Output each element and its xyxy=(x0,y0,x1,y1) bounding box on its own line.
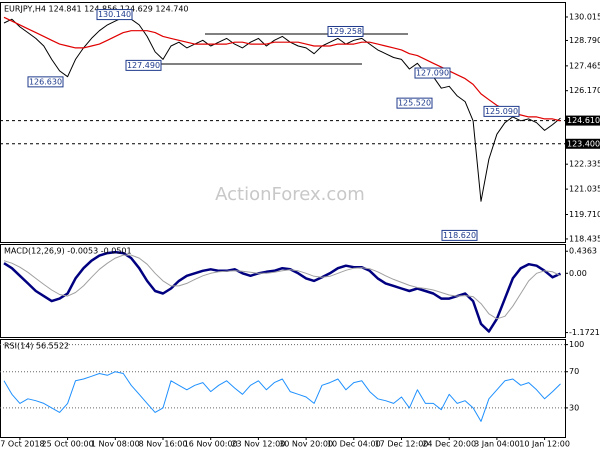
watermark: ActionForex.com xyxy=(215,184,365,205)
y-tick-label: 128.790 xyxy=(569,36,600,45)
annotation-box xyxy=(125,59,162,71)
y-tick-label: 119.710 xyxy=(569,210,600,219)
x-tick-label: 10 Dec 04:00 xyxy=(327,440,381,449)
price-marker-box xyxy=(565,138,600,149)
y-tick-label: 122.335 xyxy=(569,160,600,169)
panel-title: EURJPY,H4 124.841 124.856 124.629 124.74… xyxy=(4,5,189,14)
annotation-box xyxy=(96,9,133,21)
macd-panel-frame xyxy=(0,244,566,338)
series-line xyxy=(3,16,561,122)
y-tick-label: 0.4363 xyxy=(569,247,597,256)
annotation-box xyxy=(327,25,364,37)
annotation-box xyxy=(27,76,64,88)
annotation-label: 125.520 xyxy=(398,99,431,108)
annotation-box xyxy=(441,229,478,241)
y-tick-label: 130.015 xyxy=(569,12,600,21)
series-line xyxy=(3,371,561,422)
annotation-box xyxy=(414,67,451,79)
x-tick-label: 16 Nov 00:00 xyxy=(184,440,238,449)
x-tick-label: 24 Dec 20:00 xyxy=(422,440,476,449)
annotation-label: 126.630 xyxy=(29,77,62,86)
y-tick-label: 100 xyxy=(569,340,584,349)
panel: ActionForex.com xyxy=(0,16,565,205)
panel xyxy=(0,344,565,422)
price-marker-box xyxy=(565,115,600,126)
panel xyxy=(3,250,562,333)
x-tick-label: 8 Nov 16:00 xyxy=(139,440,188,449)
x-tick-label: 25 Oct 00:00 xyxy=(42,440,94,449)
annotation-label: 129.258 xyxy=(329,27,362,36)
y-tick-label: 30 xyxy=(569,403,579,412)
y-tick-label: 127.465 xyxy=(569,61,600,70)
x-tick-label: 30 Nov 20:00 xyxy=(279,440,333,449)
y-tick-label: 121.035 xyxy=(569,185,600,194)
annotation-label: 127.090 xyxy=(416,69,449,78)
annotation-label: 125.090 xyxy=(485,107,518,116)
y-tick-label: 0.00 xyxy=(569,269,587,278)
series-line xyxy=(3,254,561,320)
annotation-label: 118.620 xyxy=(443,231,476,240)
y-tick-label: 118.435 xyxy=(569,234,600,243)
price-marker-label: 123.400 xyxy=(567,139,600,148)
annotation-label: 127.490 xyxy=(127,61,160,70)
y-tick-label: 126.170 xyxy=(569,86,600,95)
series-line xyxy=(3,16,561,202)
y-tick-label: -1.1721 xyxy=(569,328,600,337)
x-tick-label: 17 Oct 2018 xyxy=(0,440,45,449)
x-tick-label: 1 Nov 08:00 xyxy=(91,440,140,449)
x-tick-label: 17 Dec 12:00 xyxy=(375,440,429,449)
annotation-label: 130.140 xyxy=(98,10,131,19)
y-tick-label: 70 xyxy=(569,367,579,376)
rsi-panel-frame xyxy=(0,339,566,438)
annotation-box xyxy=(396,97,433,109)
x-tick-label: 3 Jan 04:00 xyxy=(474,440,520,449)
panel-title: RSI(14) 56.5522 xyxy=(4,342,69,351)
panel-title: MACD(12,26,9) -0.0053 -0.0501 xyxy=(4,247,132,256)
price-marker-label: 124.610 xyxy=(567,116,600,125)
x-tick-label: 23 Nov 12:00 xyxy=(231,440,285,449)
annotation-box xyxy=(483,105,520,117)
x-tick-label: 10 Jan 12:00 xyxy=(519,440,570,449)
